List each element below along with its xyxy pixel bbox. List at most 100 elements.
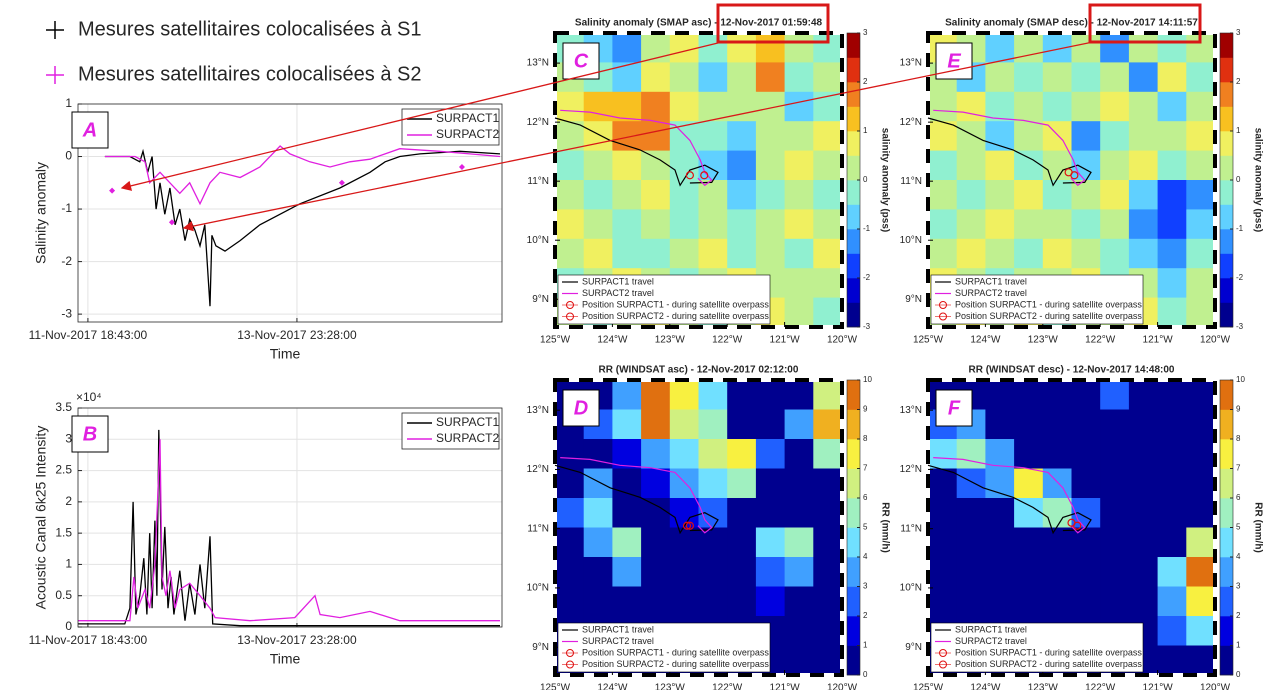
heatmap-cell	[813, 616, 843, 646]
heatmap-cell	[1042, 91, 1072, 122]
heatmap-cell	[727, 498, 757, 528]
colorbar-tick-label: 0	[863, 175, 868, 184]
heatmap-cell	[641, 121, 671, 152]
heatmap-cell	[755, 586, 786, 617]
heatmap-cell	[1014, 586, 1044, 617]
heatmap-cell	[1014, 238, 1044, 269]
heatmap-cell	[1157, 238, 1187, 269]
heatmap-cell	[612, 91, 642, 122]
legend-label: SURPACT2	[436, 127, 499, 141]
heatmap-cell	[1100, 439, 1130, 469]
colorbar-band	[847, 82, 860, 107]
heatmap-cell	[641, 209, 671, 240]
x-tick-label: 121°W	[770, 683, 801, 690]
colorbar-band	[1220, 155, 1233, 181]
heatmap-cell	[583, 150, 613, 181]
heatmap-cell	[641, 557, 671, 587]
colorbar-tick-label: 1	[1236, 126, 1241, 135]
series-line	[78, 439, 500, 622]
colorbar-label: RR (mm/h)	[879, 502, 890, 553]
heatmap-cell	[669, 33, 699, 63]
y-tick-label: 9°N	[532, 642, 549, 653]
x-tick-label: 13-Nov-2017 23:28:00	[237, 633, 357, 647]
heatmap-cell	[1100, 468, 1130, 499]
heatmap-cell	[985, 498, 1015, 528]
heatmap-cell	[555, 180, 585, 210]
heatmap-cell	[1128, 557, 1159, 587]
track-line	[927, 117, 1092, 187]
heatmap-cell	[1100, 586, 1130, 617]
colorbar-band	[847, 57, 860, 83]
y-tick-label: 3.5	[55, 400, 72, 414]
y-tick-label: -1	[61, 201, 72, 215]
heatmap-cell	[985, 557, 1015, 587]
legend-label: SURPACT1 travel	[582, 624, 654, 634]
heatmap-cell	[669, 586, 699, 617]
heatmap-cell	[1042, 439, 1072, 469]
heatmap-cell	[698, 238, 728, 269]
heatmap-cell	[555, 91, 585, 122]
heatmap-cell	[555, 557, 585, 587]
legend-label: SURPACT1 travel	[582, 276, 654, 286]
heatmap-cell	[784, 439, 814, 469]
heatmap-cell	[641, 62, 671, 93]
y-tick-label: 0	[65, 619, 72, 633]
x-tick-label: 123°W	[655, 683, 686, 690]
colorbar-tick-label: 10	[1236, 375, 1245, 384]
legend-box	[930, 274, 1144, 325]
colorbar-band	[847, 439, 860, 469]
colorbar-band	[1220, 57, 1233, 83]
colorbar-tick-label: 9	[1236, 405, 1241, 414]
heatmap-cell	[583, 209, 613, 240]
heatmap-cell	[1100, 150, 1130, 181]
colorbar-tick-label: 2	[1236, 77, 1241, 86]
heatmap-cell	[985, 121, 1015, 152]
heatmap-cell	[1157, 409, 1187, 440]
heatmap-cell	[1186, 645, 1216, 676]
heatmap-cell	[555, 527, 585, 558]
heatmap-cell	[727, 439, 757, 469]
panel-label-box	[935, 42, 973, 80]
heatmap-cell	[784, 468, 814, 499]
colorbar-band	[1220, 302, 1233, 328]
heatmap-cell	[813, 468, 843, 499]
colorbar-tick-label: -3	[863, 322, 871, 331]
colorbar-tick-label: 7	[1236, 464, 1241, 473]
heatmap-cell	[928, 238, 958, 269]
x-axis-label: Time	[270, 346, 301, 362]
heatmap-cell	[1157, 557, 1187, 587]
colorbar-band	[847, 155, 860, 181]
panel-label: D	[574, 397, 588, 419]
x-tick-label: 124°W	[970, 683, 1001, 690]
heatmap-cell	[669, 439, 699, 469]
colorbar-tick-label: 7	[863, 464, 868, 473]
colorbar-tick-label: -2	[1236, 273, 1244, 282]
colorbar-band	[847, 204, 860, 230]
colorbar-tick-label: 2	[1236, 611, 1241, 620]
heatmap-cell	[956, 557, 986, 587]
satellite-marker	[109, 187, 116, 194]
heatmap-cell	[1186, 297, 1216, 328]
heatmap-cell	[727, 557, 757, 587]
colorbar-tick-label: 4	[863, 552, 868, 561]
y-tick-label: 0.5	[55, 588, 72, 602]
heatmap-cell	[928, 586, 958, 617]
x-tick-label: 122°W	[712, 683, 743, 690]
heatmap-cell	[928, 180, 958, 210]
legend-swatch	[566, 649, 574, 657]
heatmap-cell	[555, 238, 585, 269]
y-tick-label: -3	[61, 306, 72, 320]
legend-swatch	[939, 301, 947, 309]
colorbar-tick-label: -2	[863, 273, 871, 282]
heatmap-cell	[784, 150, 814, 181]
heatmap-cell	[612, 409, 642, 440]
legend-label: SURPACT1 travel	[955, 624, 1027, 634]
legend-label: SURPACT2	[436, 431, 499, 445]
heatmap-cell	[583, 91, 613, 122]
x-tick-label: 124°W	[597, 335, 628, 346]
track-line	[554, 464, 719, 535]
colorbar-band	[1220, 253, 1233, 279]
x-tick-label: 121°W	[1143, 335, 1174, 346]
heatmap-cell	[641, 180, 671, 210]
x-tick-label: 123°W	[1028, 335, 1059, 346]
